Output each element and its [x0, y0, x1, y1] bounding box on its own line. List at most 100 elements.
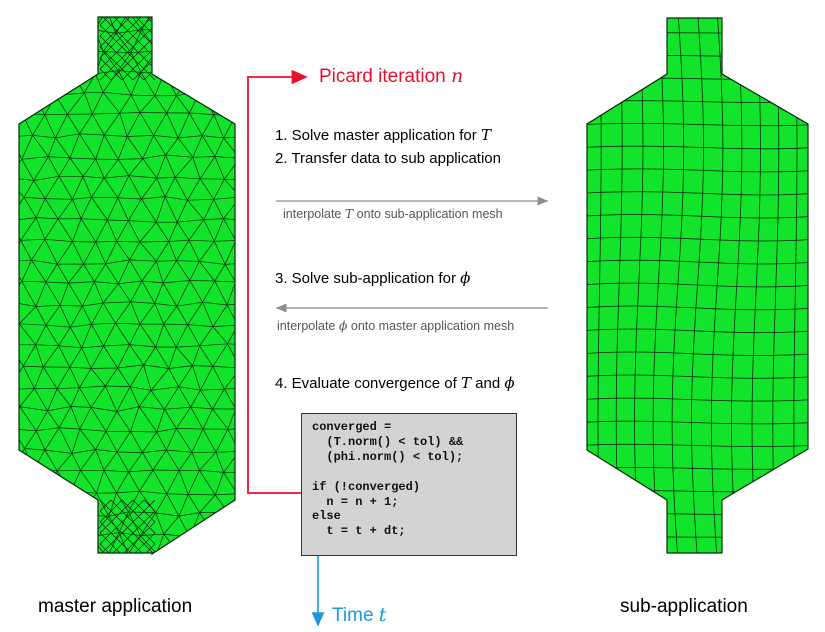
mesh-edge [141, 196, 166, 200]
mesh-edge [659, 260, 680, 262]
mesh-edge [110, 532, 123, 545]
mesh-edge [143, 579, 155, 596]
mesh-edge [772, 400, 794, 402]
mesh-edge [639, 32, 642, 56]
mesh-edge [19, 93, 35, 97]
mesh-edge [672, 421, 692, 423]
mesh-edge [44, 113, 68, 116]
mesh-edge [168, 368, 180, 387]
mesh-edge [261, 178, 274, 198]
mesh-edge [99, 499, 112, 512]
mesh-edge [69, 327, 83, 348]
mesh-edge [155, 512, 180, 517]
mesh-edge [203, 8, 226, 10]
mesh-edge [19, 514, 36, 517]
mesh-edge [636, 305, 639, 330]
mesh-edge [81, 556, 92, 579]
mesh-edge [107, 219, 129, 221]
mesh-edge [213, 218, 224, 242]
mesh-edge [671, 444, 674, 468]
mesh-edge [249, 452, 259, 472]
mesh-edge [711, 354, 714, 378]
mesh-edge [83, 241, 97, 265]
mesh-edge [189, 261, 200, 281]
mesh-edge [80, 10, 107, 12]
mesh-edge [191, 428, 204, 453]
mesh-edge [118, 70, 141, 73]
mesh-edge [716, 262, 719, 286]
mesh-edge [697, 284, 718, 287]
mesh-edge [22, 344, 37, 367]
mesh-edge [239, 576, 265, 577]
mesh-edge [199, 75, 213, 92]
code-line: else [312, 509, 341, 524]
mesh-edge [263, 73, 284, 76]
mesh-edge [128, 175, 157, 179]
mesh-edge [47, 50, 57, 76]
mesh-edge [116, 431, 131, 453]
mesh-edge [107, 219, 118, 242]
mesh-edge [259, 452, 271, 472]
mesh-edge [188, 239, 215, 242]
mesh-edge [132, 68, 145, 81]
mesh-edge [128, 469, 154, 473]
mesh-edge [752, 355, 754, 379]
mesh-edge [21, 532, 48, 536]
mesh-edge [19, 17, 33, 31]
mesh-edge [249, 33, 261, 51]
mesh-edge [8, 577, 22, 597]
mesh-edge [775, 308, 796, 311]
mesh-edge [212, 366, 225, 390]
mesh-edge [133, 555, 144, 566]
mesh-edge [19, 301, 37, 307]
mesh-edge [156, 553, 168, 554]
mesh-edge [58, 327, 71, 346]
mesh-edge [175, 177, 201, 180]
mesh-edge [212, 17, 227, 31]
mesh-edge [694, 307, 697, 331]
mesh-edge [55, 133, 80, 139]
mesh-edge [213, 534, 227, 554]
mesh-edge [663, 146, 684, 148]
mesh-edge [739, 194, 742, 218]
mesh-edge [19, 428, 37, 432]
mesh-edge [652, 375, 655, 399]
mesh-edge [772, 355, 775, 379]
mesh-edge [165, 154, 176, 178]
mesh-edge [676, 284, 679, 308]
mesh-edge [168, 365, 193, 369]
mesh-edge [236, 282, 248, 303]
mesh-edge [22, 577, 48, 579]
mesh-edge [82, 302, 104, 307]
mesh-edge [683, 123, 704, 125]
mesh-edge [274, 241, 286, 260]
mesh-edge [116, 241, 140, 243]
mesh-edge [35, 511, 61, 516]
mesh-edge [162, 282, 178, 307]
mesh-edge [19, 448, 25, 472]
mesh-edge [100, 555, 111, 566]
mesh-edge [69, 133, 80, 159]
mesh-edge [794, 467, 808, 470]
mesh-edge [199, 326, 214, 346]
mesh-edge [34, 388, 48, 411]
mesh-edge [79, 133, 105, 136]
mesh-edge [794, 307, 808, 310]
mesh-edge [99, 532, 112, 545]
mesh-edge [138, 406, 158, 433]
mesh-edge [793, 422, 808, 424]
mesh-edge [56, 367, 71, 389]
mesh-edge [168, 346, 177, 369]
mesh-edge [21, 281, 37, 307]
mesh-edge [617, 306, 619, 330]
mesh-edge [672, 444, 692, 446]
mesh-edge [128, 17, 142, 30]
mesh-edge [200, 390, 213, 410]
mesh-edge [144, 555, 155, 566]
mesh-edge [19, 406, 48, 412]
mesh-edge [774, 537, 777, 553]
mesh-edge [276, 92, 285, 117]
mesh-edge [23, 180, 35, 198]
mesh-edge [659, 32, 662, 56]
mesh-edge [178, 494, 189, 517]
